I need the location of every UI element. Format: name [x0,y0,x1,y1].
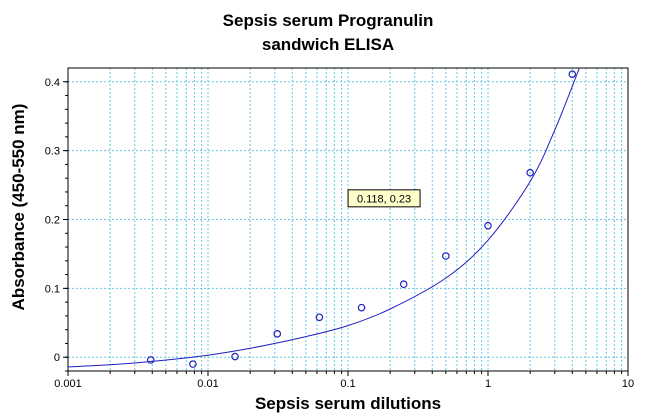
data-point[interactable] [484,221,492,230]
data-point[interactable] [189,360,197,368]
x-tick-label: 0.001 [54,378,82,390]
data-point[interactable] [273,330,282,338]
y-tick-label: 0.2 [45,215,60,227]
x-tick-label: 1 [485,378,491,390]
fit-curve [68,68,580,368]
axis-ticks: 0.001 0.01 0.1 1 10 0 0.1 0.2 0.3 0.4 [45,77,634,390]
y-tick-label: 0.1 [45,283,60,295]
data-point[interactable] [231,352,239,361]
x-tick-label: 0.1 [340,378,355,390]
data-point[interactable] [442,252,450,260]
x-axis-label: Sepsis serum dilutions [255,394,441,413]
fit-curve-group [68,68,580,368]
annotation-box [347,189,421,208]
data-point[interactable] [357,303,366,312]
data-point[interactable] [399,280,408,289]
data-point[interactable] [568,70,577,78]
y-tick-label: 0 [54,352,60,364]
data-point[interactable] [315,313,324,322]
grid [68,68,628,371]
x-tick-label: 0.01 [197,378,218,390]
data-point[interactable] [526,168,534,177]
y-tick-label: 0.3 [45,146,60,158]
chart-title-line-1: Sepsis serum Progranulin [223,11,434,30]
x-tick-label: 10 [622,378,634,390]
chart-title-line-2: sandwich ELISA [262,35,394,54]
annotation-group: 0.118, 0.23 [347,189,421,208]
y-axis-label: Absorbance (450-550 nm) [9,104,28,311]
data-point[interactable] [146,356,155,364]
annotation-label: 0.118, 0.23 [357,193,411,205]
y-tick-label: 0.4 [45,77,60,89]
data-points[interactable] [146,70,577,368]
